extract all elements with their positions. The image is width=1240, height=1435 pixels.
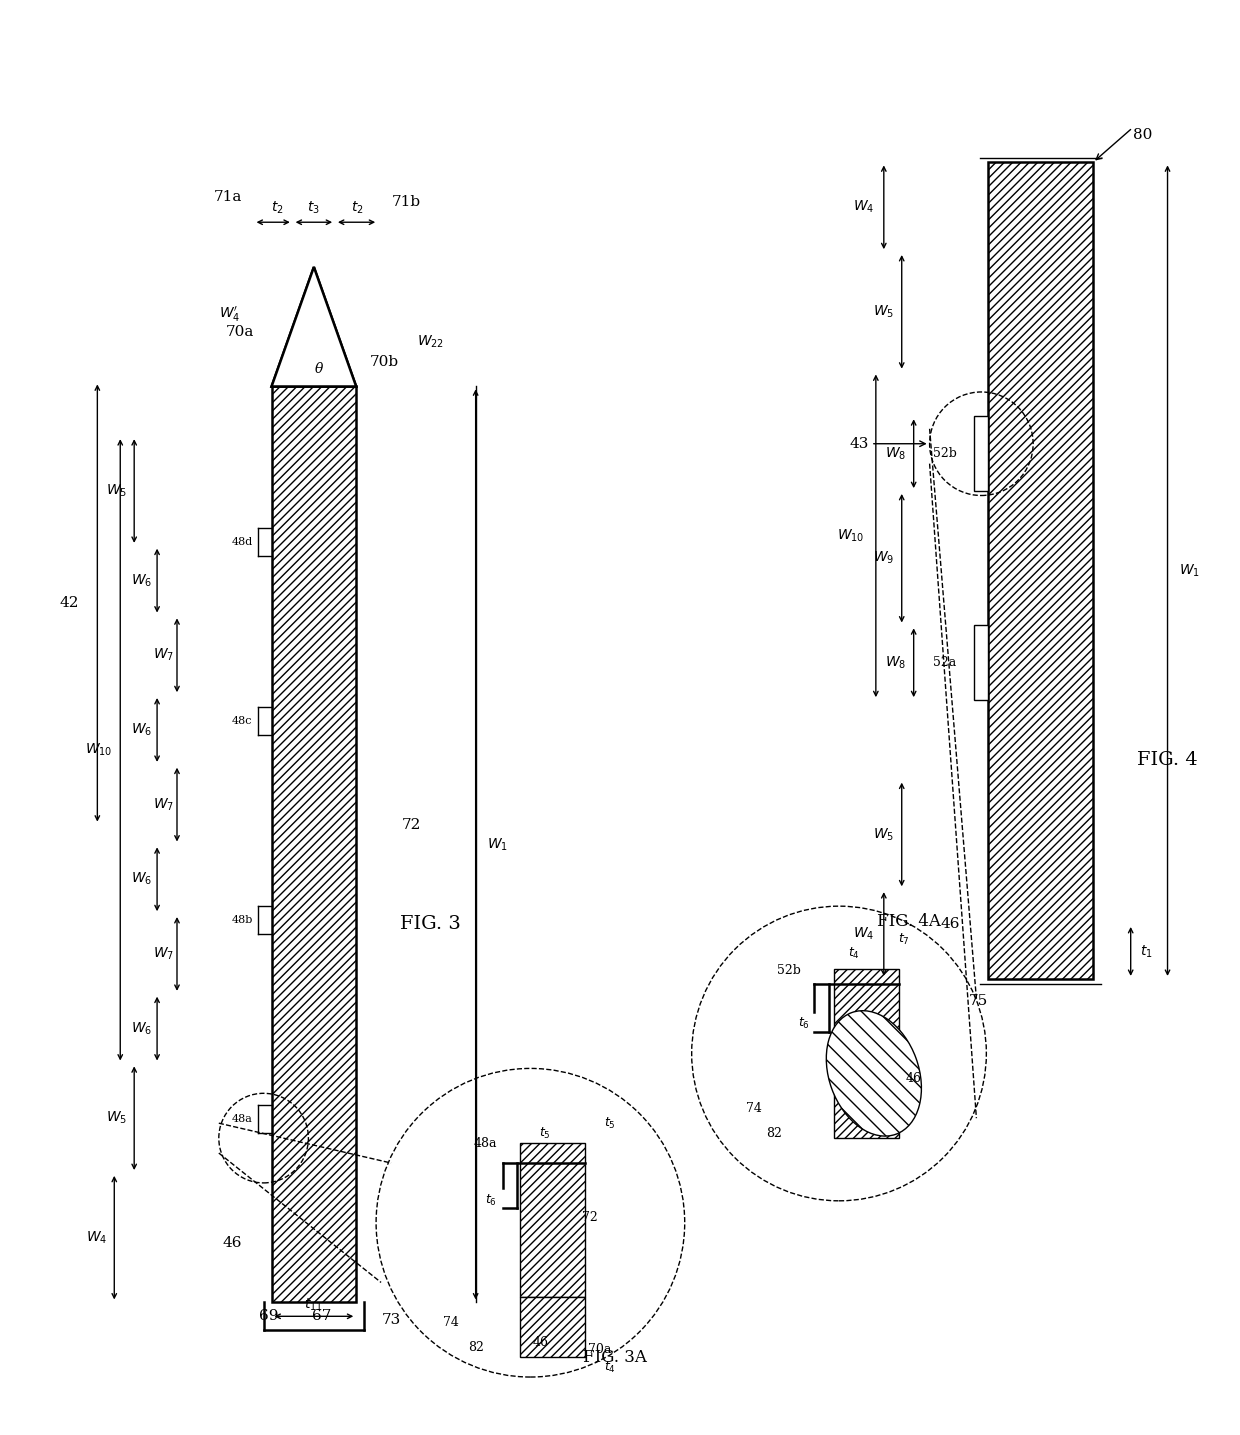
Text: 73: 73	[382, 1313, 401, 1327]
Text: $W_5$: $W_5$	[873, 304, 894, 320]
Text: 46: 46	[222, 1236, 242, 1250]
Text: 70a: 70a	[226, 324, 254, 339]
Text: $W_6$: $W_6$	[130, 722, 151, 738]
Text: $W_{10}$: $W_{10}$	[84, 742, 112, 758]
Bar	[521, 1144, 585, 1297]
Text: 48a: 48a	[474, 1137, 497, 1149]
Text: $W_6$: $W_6$	[130, 871, 151, 887]
Text: 67: 67	[312, 1309, 331, 1323]
Text: $t_7$: $t_7$	[898, 931, 910, 947]
Text: $t_4$: $t_4$	[604, 1359, 616, 1375]
Text: 72: 72	[402, 818, 420, 831]
Text: FIG. 3A: FIG. 3A	[583, 1349, 647, 1366]
Ellipse shape	[826, 1010, 921, 1137]
Text: 46: 46	[905, 1072, 921, 1085]
Text: FIG. 4: FIG. 4	[1137, 751, 1198, 769]
Text: $t_5$: $t_5$	[539, 1125, 552, 1141]
Text: $t_3$: $t_3$	[308, 199, 320, 217]
Text: $W_6$: $W_6$	[130, 573, 151, 588]
Text: 48a: 48a	[232, 1114, 253, 1124]
Text: 52b: 52b	[777, 964, 801, 977]
Text: 46: 46	[532, 1336, 548, 1349]
Bar	[975, 416, 988, 491]
Bar	[835, 969, 899, 1138]
Bar	[988, 162, 1092, 979]
Text: $W_4'$: $W_4'$	[219, 306, 241, 324]
Text: $t_6$: $t_6$	[485, 1194, 496, 1208]
Text: 71a: 71a	[213, 191, 242, 204]
Text: $W_9$: $W_9$	[873, 550, 894, 567]
Text: $t_5$: $t_5$	[604, 1115, 616, 1131]
Text: $W_5$: $W_5$	[105, 482, 126, 499]
Text: 74: 74	[443, 1316, 459, 1329]
Text: $W_6$: $W_6$	[130, 1020, 151, 1038]
Text: FIG. 3: FIG. 3	[401, 916, 461, 933]
Text: θ: θ	[315, 362, 324, 376]
Text: 42: 42	[60, 596, 79, 610]
Polygon shape	[272, 267, 356, 386]
Text: 80: 80	[1133, 128, 1152, 142]
Text: 75: 75	[968, 993, 988, 1007]
Text: $W_{22}$: $W_{22}$	[418, 333, 444, 350]
Text: 82: 82	[766, 1126, 782, 1139]
Text: $W_7$: $W_7$	[153, 796, 174, 812]
Text: 43: 43	[849, 436, 868, 451]
Text: $W_1$: $W_1$	[487, 837, 508, 852]
Text: $t_{11}$: $t_{11}$	[305, 1296, 324, 1313]
Text: 70a: 70a	[589, 1343, 611, 1356]
Text: 71b: 71b	[392, 195, 420, 210]
Text: $W_8$: $W_8$	[885, 654, 906, 672]
Bar	[272, 386, 356, 1303]
Polygon shape	[272, 267, 356, 386]
Text: $W_4$: $W_4$	[86, 1230, 107, 1246]
Text: $W_1$: $W_1$	[1179, 563, 1200, 578]
Text: $t_2$: $t_2$	[351, 199, 363, 217]
Text: $t_4$: $t_4$	[848, 947, 859, 961]
Text: 48d: 48d	[232, 537, 253, 547]
Text: $t_2$: $t_2$	[270, 199, 284, 217]
Text: $W_5$: $W_5$	[105, 1111, 126, 1126]
Text: 46: 46	[941, 917, 960, 931]
Text: 74: 74	[746, 1102, 763, 1115]
Text: 48b: 48b	[232, 916, 253, 926]
Text: 72: 72	[583, 1211, 598, 1224]
Text: 70b: 70b	[370, 354, 398, 369]
Text: $t_1$: $t_1$	[1141, 944, 1153, 960]
Text: $W_{10}$: $W_{10}$	[837, 528, 864, 544]
Text: 69: 69	[259, 1309, 278, 1323]
Bar	[975, 626, 988, 700]
Text: $W_8$: $W_8$	[885, 445, 906, 462]
Text: 52b: 52b	[932, 448, 956, 461]
Text: 48c: 48c	[232, 716, 253, 726]
Text: $t_6$: $t_6$	[799, 1016, 810, 1032]
Text: 52a: 52a	[932, 656, 956, 669]
Text: $W_7$: $W_7$	[153, 647, 174, 663]
Polygon shape	[521, 1297, 585, 1358]
Text: 82: 82	[467, 1340, 484, 1353]
Text: $W_5$: $W_5$	[873, 827, 894, 842]
Text: FIG. 4A: FIG. 4A	[877, 913, 941, 930]
Text: $W_4$: $W_4$	[853, 199, 874, 215]
Text: $W_4$: $W_4$	[853, 926, 874, 943]
Text: $W_7$: $W_7$	[153, 946, 174, 961]
